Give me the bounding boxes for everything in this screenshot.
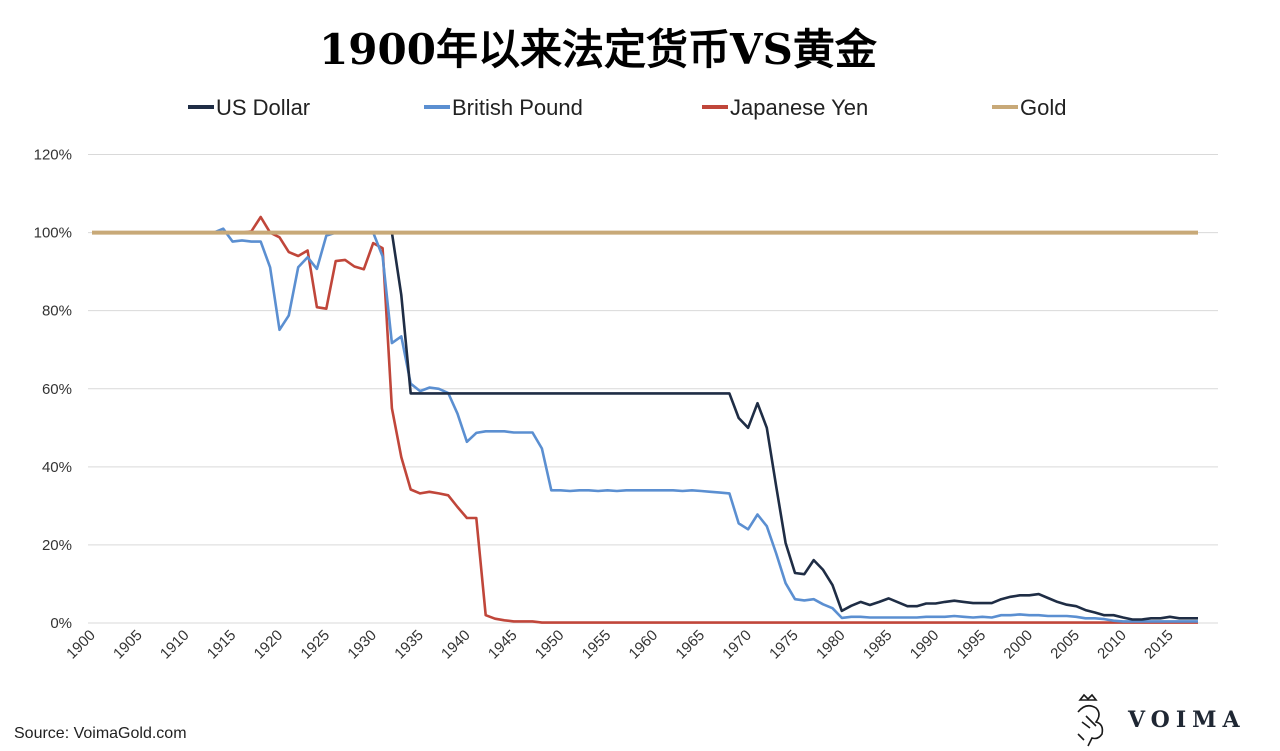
legend: US Dollar British Pound Japanese Yen Gold: [188, 95, 1066, 120]
x-tick-label: 1995: [954, 627, 990, 663]
source-note: Source: VoimaGold.com: [14, 725, 187, 742]
x-tick-label: 1900: [63, 627, 99, 663]
legend-item-us-dollar: US Dollar: [188, 95, 310, 120]
series-line-british-pound: [92, 227, 1198, 623]
x-tick-label: 1960: [626, 627, 662, 663]
x-tick-label: 1915: [204, 627, 240, 663]
chart-title: 1900年以来法定货币VS黄金: [319, 25, 878, 74]
y-tick-label: 20%: [42, 537, 72, 554]
gridlines: [88, 154, 1218, 624]
series-line-us-dollar: [92, 231, 1198, 621]
logo-text: VOIMA: [1127, 707, 1246, 733]
x-tick-label: 1920: [251, 627, 287, 663]
x-axis: 1900 1905 1910 1915 1920 1925 1930 1935 1940 1945…: [63, 627, 1177, 663]
lion-crest-icon: [1077, 693, 1104, 747]
x-tick-label: 1975: [766, 627, 802, 663]
x-tick-label: 1905: [110, 627, 146, 663]
x-tick-label: 1980: [813, 627, 849, 663]
x-tick-label: 1990: [907, 627, 943, 663]
x-tick-label: 1985: [860, 627, 896, 663]
x-tick-label: 1950: [532, 627, 568, 663]
y-tick-label: 120%: [34, 147, 72, 164]
legend-label: British Pound: [452, 95, 583, 120]
x-tick-label: 1965: [672, 627, 708, 663]
legend-label: US Dollar: [216, 95, 310, 120]
plot-area: [92, 215, 1198, 624]
y-tick-label: 80%: [42, 303, 72, 320]
x-tick-label: 1955: [579, 627, 615, 663]
y-tick-label: 40%: [42, 459, 72, 476]
x-tick-label: 1930: [344, 627, 380, 663]
y-axis: 0% 20% 40% 60% 80% 100% 120%: [34, 147, 72, 633]
y-tick-label: 100%: [34, 225, 72, 242]
x-tick-label: 1910: [157, 627, 193, 663]
x-tick-label: 1970: [719, 627, 755, 663]
x-tick-label: 1935: [391, 627, 427, 663]
y-tick-label: 60%: [42, 381, 72, 398]
x-tick-label: 1925: [298, 627, 334, 663]
x-tick-label: 2005: [1047, 627, 1083, 663]
y-tick-label: 0%: [50, 615, 72, 632]
x-tick-label: 2015: [1141, 627, 1177, 663]
x-tick-label: 1945: [485, 627, 521, 663]
series-line-japanese-yen: [92, 215, 1198, 624]
x-tick-label: 2010: [1094, 627, 1130, 663]
legend-label: Japanese Yen: [730, 95, 868, 120]
x-tick-label: 2000: [1000, 627, 1036, 663]
x-tick-label: 1940: [438, 627, 474, 663]
legend-item-japanese-yen: Japanese Yen: [702, 95, 868, 120]
voima-logo: VOIMA: [1077, 693, 1246, 747]
legend-item-gold: Gold: [992, 95, 1066, 120]
legend-item-british-pound: British Pound: [424, 95, 583, 120]
legend-label: Gold: [1020, 95, 1066, 120]
